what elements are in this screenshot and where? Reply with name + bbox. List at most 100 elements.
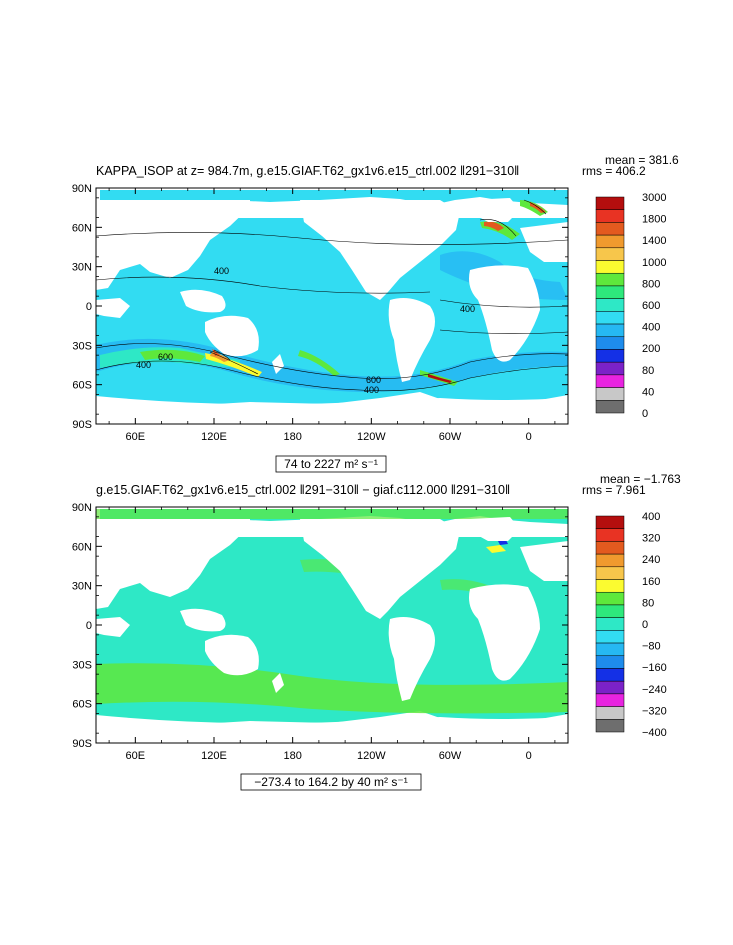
panel-kappa-isop: KAPPA_ISOP at z= 984.7m, g.e15.GIAF.T62_… (72, 153, 679, 473)
colorbar-swatch (595, 604, 625, 618)
colorbar-swatch (595, 706, 625, 720)
panel1-contours (96, 199, 568, 392)
colorbar-swatch (595, 553, 625, 568)
colorbar-label: 0 (642, 619, 648, 631)
panel2-axes: 90N 60N 30N 0 30S 60S 90S 60E 120E 180 120W 60W 0 (72, 502, 568, 762)
lon-tick-label: 120W (357, 431, 386, 443)
colorbar-swatch (595, 642, 625, 657)
lon-tick-label: 180 (283, 431, 301, 443)
colorbar-swatch (595, 196, 625, 210)
contour-label: 400 (214, 266, 229, 276)
lat-tick-label: 0 (86, 301, 92, 313)
lon-tick-label: 120E (201, 431, 227, 443)
panel2-range-box (240, 773, 422, 791)
colorbar-swatch (595, 655, 625, 669)
colorbar-swatch (595, 579, 625, 593)
lat-tick-label: 60S (72, 699, 92, 711)
colorbar-swatch (595, 566, 625, 580)
panel2-title: g.e15.GIAF.T62_gx1v6.e15_ctrl.002 ‖291−3… (96, 483, 510, 497)
panel2-range-label: −273.4 to 164.2 by 40 m² s⁻¹ (254, 775, 407, 789)
colorbar-swatch (595, 693, 625, 707)
colorbar-swatch (595, 336, 625, 350)
colorbar-label: 80 (642, 597, 654, 609)
colorbar-swatch (595, 323, 625, 338)
panel2-rms: rms = 7.961 (582, 483, 646, 497)
lat-tick-label: 90N (72, 502, 92, 514)
lon-tick-label: 60W (439, 750, 462, 762)
colorbar-label: 400 (642, 511, 660, 523)
contour-label: 400 (460, 304, 475, 314)
colorbar-label: −400 (642, 727, 667, 739)
colorbar-swatch (595, 260, 625, 274)
panel1-axes: 90N 60N 30N 0 30S 60S 90S 60E 120E 180 120W 60W 0 (72, 183, 568, 443)
lat-tick-label: 60S (72, 380, 92, 392)
colorbar-label: 320 (642, 533, 660, 545)
lat-tick-label: 30S (72, 340, 92, 352)
panel2-colorbar: 400 320 240 160 80 0 −80 −160 −240 −320 −400 (595, 511, 667, 739)
contour-label: 600 (158, 352, 173, 362)
panel-difference: g.e15.GIAF.T62_gx1v6.e15_ctrl.002 ‖291−3… (72, 472, 681, 791)
panel1-title: KAPPA_ISOP at z= 984.7m, g.e15.GIAF.T62_… (96, 164, 519, 178)
colorbar-swatch (595, 528, 625, 542)
lon-tick-label: 0 (526, 431, 532, 443)
colorbar-swatch (595, 349, 625, 363)
colorbar-label: 240 (642, 554, 660, 566)
lon-tick-label: 60E (126, 750, 146, 762)
colorbar-label: 200 (642, 343, 660, 355)
colorbar-label: 1000 (642, 257, 666, 269)
colorbar-label: 1800 (642, 214, 666, 226)
lat-tick-label: 30S (72, 659, 92, 671)
colorbar-swatch (595, 285, 625, 299)
panel1-rms: rms = 406.2 (582, 164, 646, 178)
colorbar-swatch (595, 591, 625, 606)
colorbar-swatch (595, 630, 625, 644)
colorbar-label: −320 (642, 705, 667, 717)
panel1-map: 400 600 400 400 400 600 (96, 188, 568, 424)
colorbar-label: −240 (642, 684, 667, 696)
colorbar-label: 400 (642, 322, 660, 334)
colorbar-label: 80 (642, 365, 654, 377)
colorbar-swatch (595, 668, 625, 682)
panel1-contour-labels: 400 600 400 400 400 600 (136, 266, 475, 395)
colorbar-swatch (595, 247, 625, 261)
lat-tick-label: 90N (72, 183, 92, 195)
contour-label: 400 (136, 360, 151, 370)
colorbar-swatch (595, 209, 625, 223)
colorbar-label: 800 (642, 278, 660, 290)
lon-tick-label: 120E (201, 750, 227, 762)
colorbar-swatch (595, 222, 625, 236)
colorbar-swatch (595, 541, 625, 555)
panel1-range-label: 74 to 2227 m² s⁻¹ (284, 457, 378, 471)
colorbar-label: −160 (642, 662, 667, 674)
colorbar-label: 1400 (642, 235, 666, 247)
colorbar-label: 3000 (642, 192, 666, 204)
contour-label: 400 (364, 385, 379, 395)
lat-tick-label: 60N (72, 541, 92, 553)
lat-tick-label: 90S (72, 738, 92, 750)
lon-tick-label: 0 (526, 750, 532, 762)
colorbar-swatch (595, 361, 625, 376)
lon-tick-label: 120W (357, 750, 386, 762)
panel1-mean: mean = 381.6 (605, 153, 679, 167)
lon-tick-label: 60E (126, 431, 146, 443)
lat-tick-label: 60N (72, 222, 92, 234)
panel2-map (96, 507, 568, 743)
colorbar-swatch (595, 387, 625, 401)
colorbar-swatch (595, 311, 625, 325)
colorbar-label: 40 (642, 386, 654, 398)
colorbar-label: 0 (642, 408, 648, 420)
colorbar-swatch (595, 680, 625, 695)
colorbar-swatch (595, 719, 625, 733)
contour-label: 600 (366, 375, 381, 385)
colorbar-swatch (595, 272, 625, 287)
colorbar-swatch (595, 617, 625, 631)
colorbar-label: 600 (642, 300, 660, 312)
lat-tick-label: 0 (86, 620, 92, 632)
lat-tick-label: 30N (72, 581, 92, 593)
lat-tick-label: 30N (72, 262, 92, 274)
colorbar-label: −80 (642, 641, 661, 653)
lon-tick-label: 180 (283, 750, 301, 762)
colorbar-swatch (595, 515, 625, 529)
